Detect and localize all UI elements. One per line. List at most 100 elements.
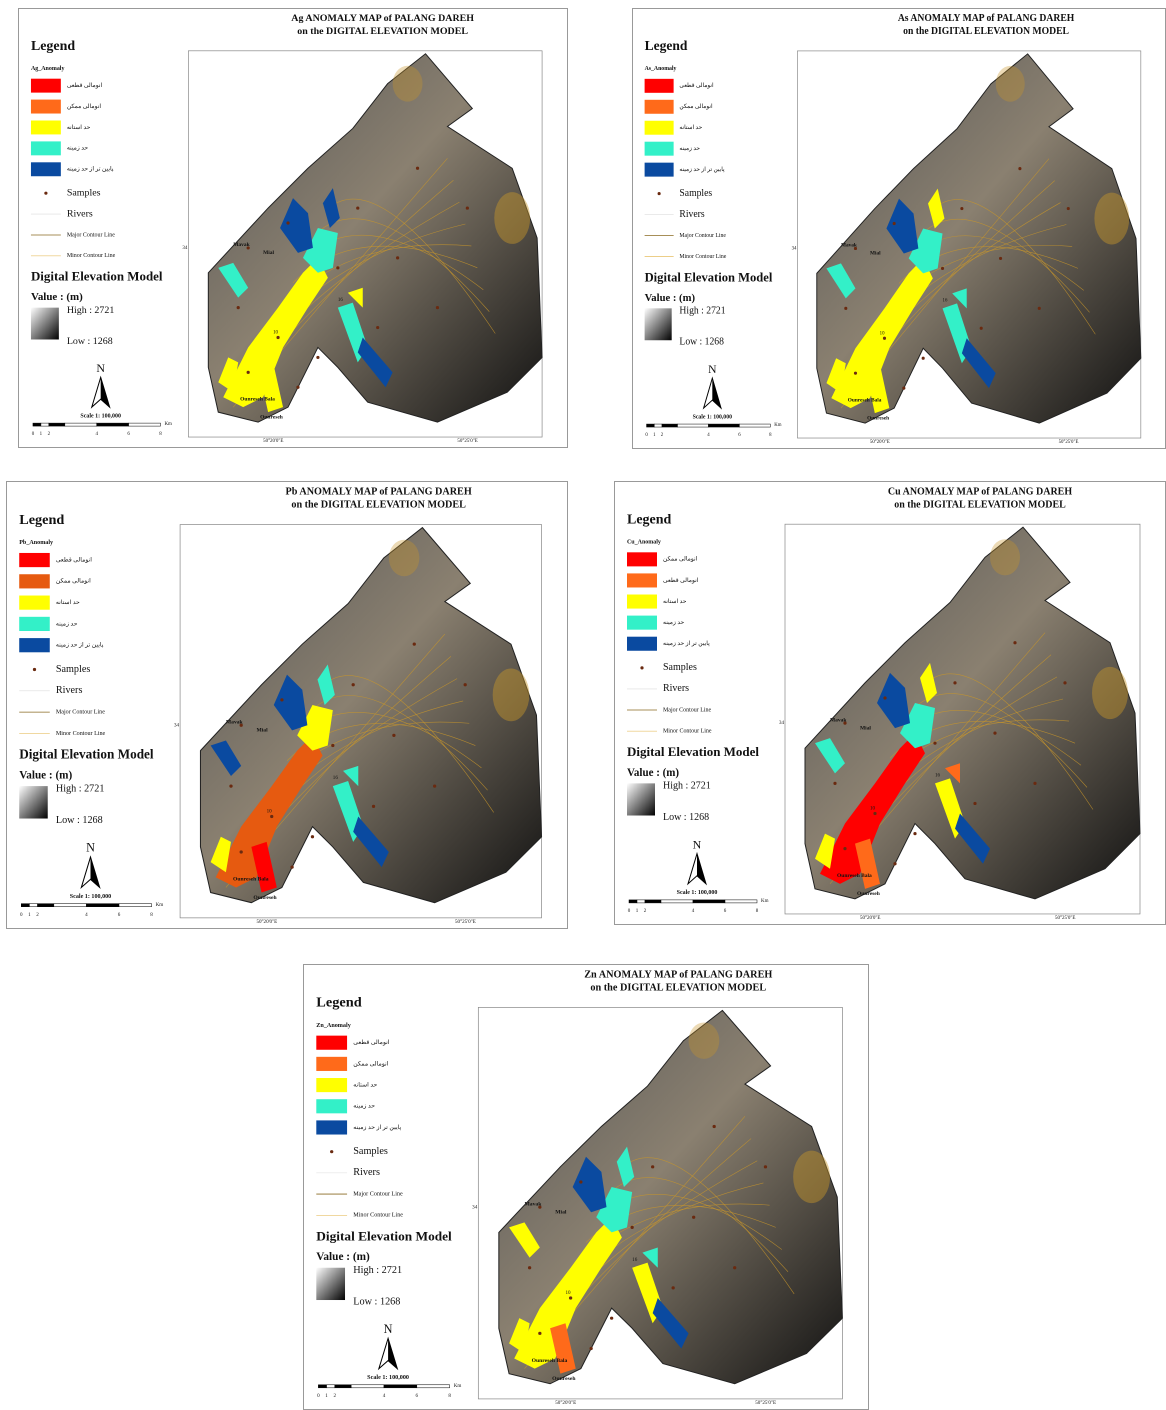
peak xyxy=(493,669,530,722)
sample-point xyxy=(372,805,375,808)
scale-bar xyxy=(384,1385,417,1388)
legend-class: پایین تر از حد زمینه xyxy=(679,166,725,173)
legend-item: Minor Contour Line xyxy=(56,731,106,737)
coord-label: 50°25'0"E xyxy=(457,439,477,444)
sample-point xyxy=(843,847,846,850)
sample-point xyxy=(247,371,250,374)
scale-tick: 8 xyxy=(756,909,759,914)
sample-point xyxy=(893,222,896,225)
subtitle: on the DIGITAL ELEVATION MODEL xyxy=(291,500,466,511)
scale-tick: 0 xyxy=(628,909,631,914)
legend-swatch xyxy=(627,595,657,609)
scale-bar xyxy=(647,424,655,427)
legend-class: حد استانه xyxy=(353,1082,377,1089)
sample-label: 10 xyxy=(565,1290,571,1296)
scale-unit: Km xyxy=(164,422,172,427)
scale-text: Scale 1: 100,000 xyxy=(367,1375,409,1381)
coord-label: 50°25'0"E xyxy=(455,918,476,925)
legend-swatch xyxy=(627,637,657,651)
title: As ANOMALY MAP of PALANG DAREH xyxy=(898,13,1075,24)
legend-class: پایین تر از حد زمینه xyxy=(67,166,114,173)
place-label: Ounreseh xyxy=(552,1376,576,1382)
scale-text: Scale 1: 100,000 xyxy=(70,894,111,900)
legend-swatch xyxy=(627,573,657,587)
sample-point xyxy=(1063,681,1066,684)
legend-sample xyxy=(330,1150,333,1153)
place-label: Mavak xyxy=(841,243,857,249)
legend-swatch xyxy=(31,100,61,114)
legend-dem: Digital Elevation Model xyxy=(19,747,154,762)
sample-label: 10 xyxy=(273,331,278,336)
sample-point xyxy=(902,387,905,390)
scale-tick: 2 xyxy=(661,433,664,438)
legend-item: Samples xyxy=(679,188,712,199)
sample-point xyxy=(692,1216,695,1219)
scale-tick: 2 xyxy=(48,432,51,437)
sample-point xyxy=(311,835,314,838)
map-panel: Cu ANOMALY MAP of PALANG DAREHon the DIG… xyxy=(614,481,1166,925)
sample-label: 16 xyxy=(333,775,339,781)
scale-bar xyxy=(629,900,637,903)
peak xyxy=(793,1151,830,1203)
sample-point xyxy=(589,1347,592,1350)
coord-label: 50°20'0"E xyxy=(860,916,880,921)
place-label: Ounreseh xyxy=(253,895,277,901)
side-label: 34 xyxy=(182,246,187,251)
map: Pb ANOMALY MAP of PALANG DAREHon the DIG… xyxy=(7,482,567,928)
legend-sample xyxy=(33,668,36,671)
scale-bar xyxy=(654,424,662,427)
sample-point xyxy=(316,356,319,359)
sample-point xyxy=(229,784,232,787)
place-label: Ounreseh Bala xyxy=(837,873,872,879)
sample-point xyxy=(973,802,976,805)
legend-layer: Pb_Anomaly xyxy=(19,540,53,546)
legend-class: انومالی قطعی xyxy=(67,82,103,89)
coord-label: 50°20'0"E xyxy=(555,1399,576,1406)
legend-ramp xyxy=(19,786,48,818)
legend-swatch xyxy=(645,142,674,156)
sample-point xyxy=(579,1180,582,1183)
legend-layer: Cu_Anomaly xyxy=(627,540,661,546)
sample-point xyxy=(237,306,240,309)
legend-class: پایین تر از حد زمینه xyxy=(663,640,710,647)
page: Ag ANOMALY MAP of PALANG DAREHon the DIG… xyxy=(0,0,1166,1410)
legend-high: High : 2721 xyxy=(67,305,115,316)
legend-item: Minor Contour Line xyxy=(663,728,712,734)
legend-class: حد زمینه xyxy=(353,1104,375,1110)
scale-bar xyxy=(318,1385,326,1388)
place-label: Ounreseh Bala xyxy=(848,397,882,403)
legend-class: حد استانه xyxy=(663,598,687,605)
legend-layer: Zn_Anomaly xyxy=(316,1023,350,1029)
sample-point xyxy=(436,306,439,309)
legend-class: انومالی قطعی xyxy=(663,577,699,584)
scale-tick: 6 xyxy=(127,432,130,437)
scale-bar xyxy=(725,900,757,903)
legend-class: انومالی ممکن xyxy=(663,556,698,563)
legend-swatch xyxy=(627,616,657,630)
north-label: N xyxy=(693,837,702,851)
legend-item: Rivers xyxy=(663,683,689,694)
sample-point xyxy=(844,307,847,310)
sample-point xyxy=(336,266,339,269)
scale-bar xyxy=(351,1385,384,1388)
scale-unit: Km xyxy=(774,423,781,428)
place-label: Ounreseh xyxy=(260,414,283,420)
map: Zn ANOMALY MAP of PALANG DAREHon the DIG… xyxy=(304,965,868,1409)
place-label: Ounreseh xyxy=(867,415,889,421)
peak xyxy=(990,539,1020,575)
subtitle: on the DIGITAL ELEVATION MODEL xyxy=(903,26,1069,37)
scale-bar xyxy=(54,904,87,907)
legend-sample xyxy=(658,192,661,195)
legend-ramp xyxy=(31,308,59,340)
legend-heading: Legend xyxy=(627,511,671,527)
north-label: N xyxy=(96,361,105,375)
scale-tick: 6 xyxy=(416,1393,419,1399)
legend-class: پایین تر از حد زمینه xyxy=(56,642,104,649)
legend-swatch xyxy=(19,553,50,567)
map: Cu ANOMALY MAP of PALANG DAREHon the DIG… xyxy=(615,482,1165,924)
peak xyxy=(494,192,530,244)
sample-point xyxy=(993,732,996,735)
place-label: Ounreseh Bala xyxy=(233,877,269,883)
sample-label: 10 xyxy=(870,807,875,812)
scale-bar xyxy=(327,1385,335,1388)
